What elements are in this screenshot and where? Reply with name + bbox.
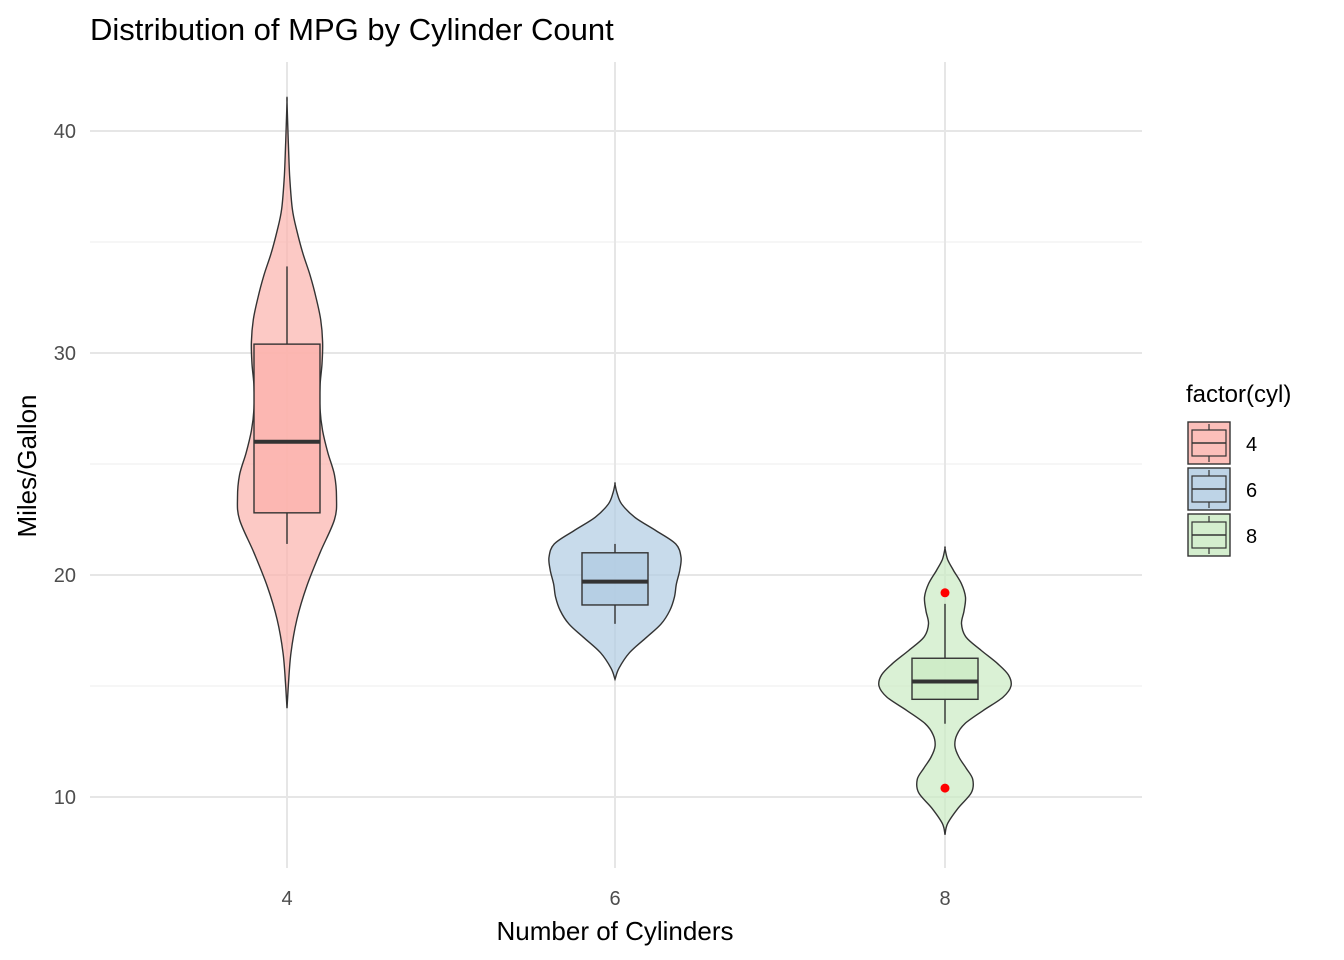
legend: factor(cyl) 4 6 8: [1186, 381, 1291, 557]
y-tick-label: 30: [54, 343, 76, 365]
outlier-point: [940, 783, 950, 793]
chart-title: Distribution of MPG by Cylinder Count: [90, 12, 614, 47]
boxplots: [253, 266, 979, 793]
legend-item-8: 8: [1187, 513, 1257, 557]
legend-label: 4: [1246, 434, 1257, 456]
box-6: [581, 552, 649, 606]
tick-labels: 10 20 30 40 4 6 8: [54, 121, 951, 910]
y-axis-label: Miles/Gallon: [12, 394, 42, 537]
x-tick-label: 6: [609, 888, 620, 910]
y-tick-label: 10: [54, 787, 76, 809]
x-tick-label: 4: [281, 888, 292, 910]
legend-item-6: 6: [1187, 467, 1257, 511]
outlier-point: [940, 588, 950, 598]
y-tick-label: 40: [54, 121, 76, 143]
violins: [236, 96, 1012, 835]
box-8: [911, 657, 979, 701]
legend-label: 8: [1246, 526, 1257, 548]
box-4: [253, 343, 321, 514]
legend-title: factor(cyl): [1186, 381, 1291, 408]
y-tick-label: 20: [54, 565, 76, 587]
legend-label: 6: [1246, 480, 1257, 502]
legend-item-4: 4: [1187, 421, 1257, 465]
x-axis-label: Number of Cylinders: [497, 916, 734, 946]
x-tick-label: 8: [939, 888, 950, 910]
